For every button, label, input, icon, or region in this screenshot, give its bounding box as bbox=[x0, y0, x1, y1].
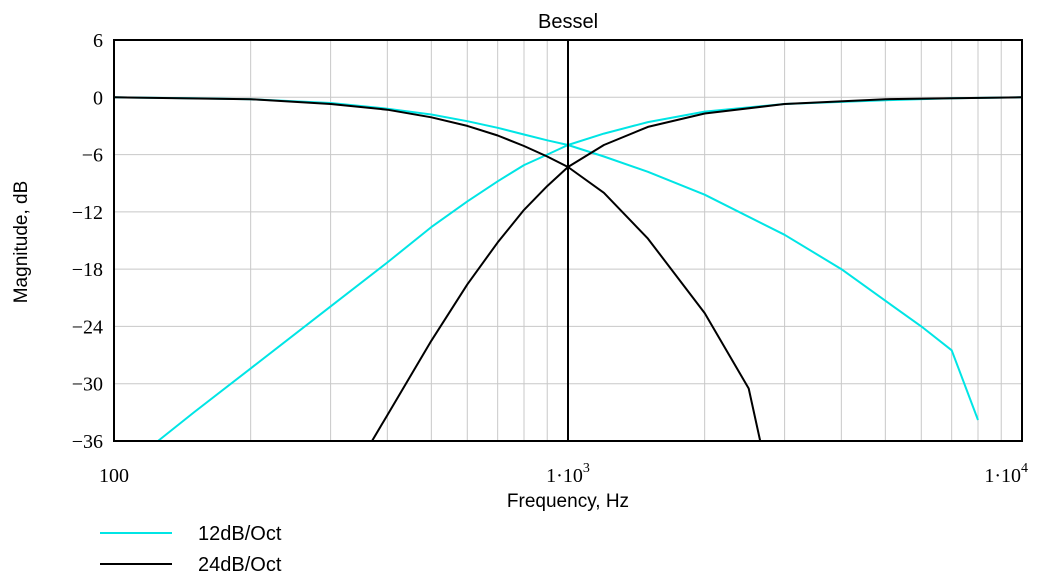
y-tick-label: 0 bbox=[93, 87, 103, 109]
plot-curves bbox=[113, 96, 1023, 442]
y-tick-label: −18 bbox=[72, 259, 103, 281]
x-axis-ticks: 100 1·103 1·104 bbox=[99, 461, 1028, 487]
y-tick-label: −12 bbox=[72, 202, 103, 224]
curve-24db-oct-highpass bbox=[371, 96, 1023, 442]
y-tick-label: −36 bbox=[72, 431, 103, 453]
plot-frame bbox=[113, 39, 1023, 442]
legend: 12dB/Oct 24dB/Oct bbox=[100, 523, 282, 576]
x-tick-label: 1·104 bbox=[984, 461, 1028, 487]
x-tick-label: 1·103 bbox=[546, 461, 590, 487]
curve-24db-oct-lowpass bbox=[113, 96, 762, 442]
legend-label: 12dB/Oct bbox=[198, 523, 282, 545]
chart-title: Bessel bbox=[538, 11, 598, 33]
legend-label: 24dB/Oct bbox=[198, 554, 282, 576]
y-tick-label: −30 bbox=[72, 374, 103, 396]
curve-12db-oct-lowpass bbox=[113, 96, 979, 421]
x-axis-label: Frequency, Hz bbox=[507, 491, 629, 512]
y-axis-label: Magnitude, dB bbox=[11, 181, 32, 304]
y-tick-label: 6 bbox=[93, 30, 103, 52]
y-tick-label: −24 bbox=[72, 316, 103, 338]
x-tick-label: 100 bbox=[99, 465, 129, 487]
y-axis-ticks: 6 0 −6 −12 −18 −24 −30 −36 bbox=[72, 30, 103, 453]
y-tick-label: −6 bbox=[82, 145, 103, 167]
